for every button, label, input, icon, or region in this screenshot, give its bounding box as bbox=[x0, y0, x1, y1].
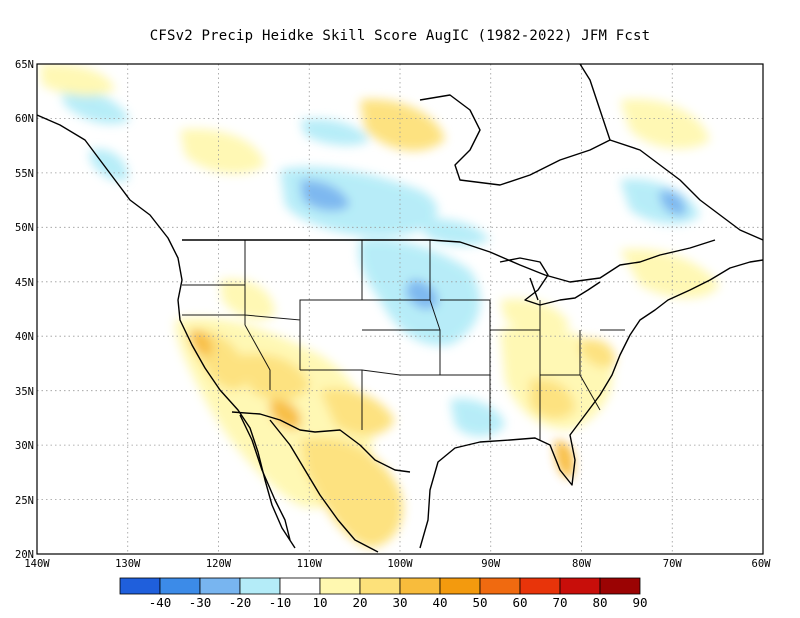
skill-score-shading bbox=[37, 64, 763, 554]
negative-region-nw-canada bbox=[60, 89, 130, 125]
positive-region-texas bbox=[320, 388, 395, 436]
lon-label-140w: 140W bbox=[24, 558, 50, 570]
colorbar-label: -30 bbox=[189, 595, 212, 610]
positive-region-arizona bbox=[240, 353, 310, 401]
lat-label-30n: 30N bbox=[15, 440, 34, 452]
hudson-bay bbox=[419, 64, 611, 186]
colorbar-label: 90 bbox=[632, 595, 647, 610]
gulf-coast bbox=[419, 259, 763, 549]
colorbar-label: 10 bbox=[312, 595, 327, 610]
lat-label-65n: 65N bbox=[15, 59, 34, 71]
lon-label-90w: 90W bbox=[481, 558, 501, 570]
labrador-coast bbox=[609, 139, 763, 241]
positive-region-alaska-pan bbox=[40, 64, 115, 96]
colorbar-label: 20 bbox=[352, 595, 367, 610]
great-lakes bbox=[499, 257, 601, 306]
colorbar-swatch bbox=[519, 577, 561, 595]
strong-positive-region-az bbox=[270, 399, 301, 429]
positive-region-west-canada bbox=[180, 129, 265, 174]
map-frame bbox=[36, 63, 764, 555]
positive-region-canada-east bbox=[620, 99, 710, 149]
lat-label-50n: 50N bbox=[15, 222, 34, 234]
positive-region-great-basin bbox=[220, 279, 275, 320]
colorbar-swatch bbox=[479, 577, 521, 595]
colorbar-swatch bbox=[239, 577, 281, 595]
colorbar: -40 -30 -20 -10 10 20 30 40 50 60 70 80 90 bbox=[119, 577, 648, 610]
lat-label-35n: 35N bbox=[15, 386, 34, 398]
state-borders bbox=[182, 240, 625, 440]
colorbar-swatch bbox=[199, 577, 241, 595]
coastlines-and-borders bbox=[37, 64, 763, 553]
us-canada-border bbox=[182, 239, 716, 283]
latitude-labels: 65N 60N 55N 50N 45N 40N 35N 30N 25N 20N bbox=[15, 59, 34, 561]
lon-label-100w: 100W bbox=[387, 558, 413, 570]
colorbar-label: 70 bbox=[552, 595, 567, 610]
negative-region-hudson bbox=[420, 218, 490, 246]
colorbar-swatch bbox=[159, 577, 201, 595]
negative-region-ms bbox=[450, 398, 505, 437]
colorbar-label: 50 bbox=[472, 595, 487, 610]
negative-region-labrador bbox=[660, 189, 686, 216]
lon-label-60w: 60W bbox=[752, 558, 772, 570]
colorbar-swatch bbox=[319, 577, 361, 595]
strong-negative-region-canada bbox=[300, 179, 350, 212]
baja-california bbox=[239, 414, 291, 541]
longitude-labels: 140W 130W 120W 110W 100W 90W 80W 70W 60W bbox=[24, 558, 771, 570]
colorbar-label: 40 bbox=[432, 595, 447, 610]
colorbar-swatch bbox=[399, 577, 441, 595]
colorbar-swatch bbox=[359, 577, 401, 595]
positive-region-georgia bbox=[530, 379, 575, 420]
positive-region-nunavut bbox=[360, 99, 445, 151]
positive-region-ohio-valley bbox=[500, 298, 570, 335]
lat-label-55n: 55N bbox=[15, 168, 34, 180]
lon-label-80w: 80W bbox=[572, 558, 592, 570]
lat-label-40n: 40N bbox=[15, 331, 34, 343]
colorbar-label: -10 bbox=[269, 595, 292, 610]
colorbar-label: 30 bbox=[392, 595, 407, 610]
colorbar-swatch bbox=[279, 577, 321, 595]
colorbar-label: 60 bbox=[512, 595, 527, 610]
lon-label-130w: 130W bbox=[115, 558, 141, 570]
positive-region-new-england bbox=[620, 249, 720, 299]
grid-lines bbox=[37, 64, 763, 554]
lon-label-70w: 70W bbox=[663, 558, 683, 570]
lat-label-60n: 60N bbox=[15, 113, 34, 125]
colorbar-swatch bbox=[439, 577, 481, 595]
colorbar-label: -40 bbox=[149, 595, 172, 610]
west-coast-line bbox=[37, 114, 296, 549]
colorbar-swatch bbox=[599, 577, 641, 595]
map-title: CFSv2 Precip Heidke Skill Score AugIC (1… bbox=[149, 28, 651, 44]
colorbar-swatch bbox=[559, 577, 601, 595]
colorbar-label: 80 bbox=[592, 595, 607, 610]
us-mexico-border bbox=[231, 411, 411, 473]
colorbar-label: -20 bbox=[229, 595, 252, 610]
positive-region-mexico bbox=[300, 437, 404, 548]
lon-label-120w: 120W bbox=[206, 558, 232, 570]
lat-label-20n: 20N bbox=[15, 549, 34, 561]
positive-region-mid-atlantic bbox=[580, 338, 616, 368]
lat-label-45n: 45N bbox=[15, 277, 34, 289]
lon-label-110w: 110W bbox=[297, 558, 323, 570]
colorbar-swatch bbox=[119, 577, 161, 595]
lat-label-25n: 25N bbox=[15, 495, 34, 507]
mexico-west-coast bbox=[269, 419, 379, 553]
negative-region-central bbox=[300, 118, 370, 146]
